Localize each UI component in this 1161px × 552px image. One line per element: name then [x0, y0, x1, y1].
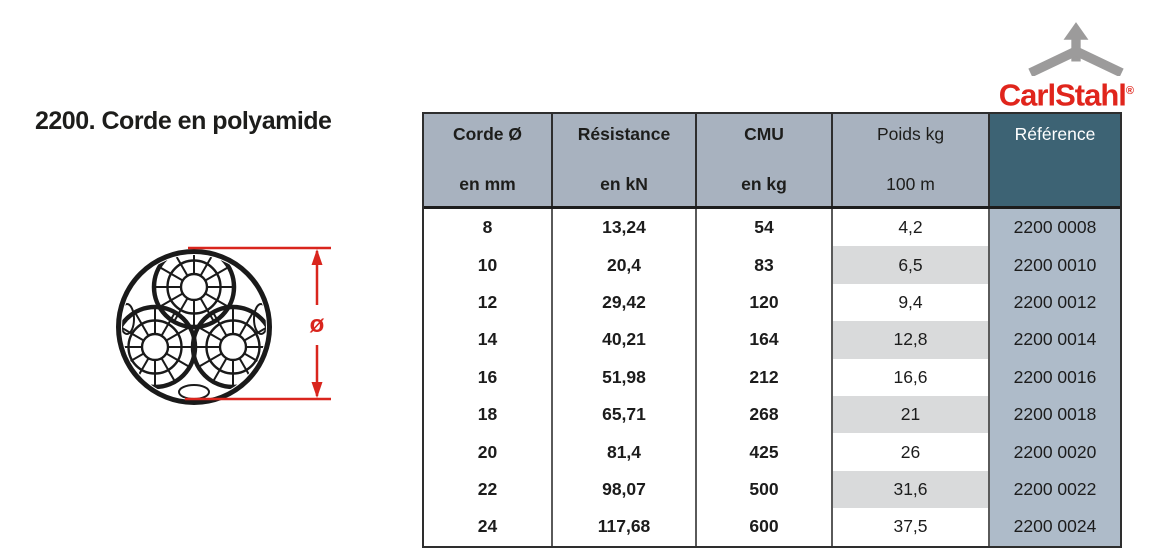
table-row: 24 117,68 600 37,5 2200 0024	[424, 508, 1120, 546]
rope-strand	[151, 255, 237, 330]
cell-resistance: 65,71	[553, 395, 697, 434]
cell-reference: 2200 0016	[990, 358, 1120, 396]
cell-poids: 9,4	[833, 283, 990, 322]
header-line: CMU	[744, 124, 784, 144]
cell-reference: 2200 0022	[990, 470, 1120, 509]
cell-resistance: 117,68	[553, 508, 697, 546]
cell-reference: 2200 0010	[990, 246, 1120, 284]
table-row: 10 20,4 83 6,5 2200 0010	[424, 246, 1120, 284]
header-cell-resistance: Résistance en kN	[553, 114, 697, 206]
cell-corde: 14	[424, 321, 553, 359]
table-row: 18 65,71 268 21 2200 0018	[424, 395, 1120, 434]
cell-resistance: 40,21	[553, 321, 697, 359]
cell-corde: 16	[424, 358, 553, 396]
header-line: en kN	[600, 174, 648, 194]
cell-resistance: 98,07	[553, 470, 697, 509]
header-cell-reference: Référence	[990, 114, 1120, 206]
cell-corde: 24	[424, 508, 553, 546]
cell-corde: 8	[424, 209, 553, 247]
cell-reference: 2200 0012	[990, 283, 1120, 322]
cell-cmu: 500	[697, 470, 833, 509]
arrowhead-down	[311, 382, 323, 398]
cell-poids: 37,5	[833, 508, 990, 546]
cell-cmu: 83	[697, 246, 833, 284]
cell-corde: 10	[424, 246, 553, 284]
diameter-symbol: ø	[310, 311, 325, 338]
cell-poids: 31,6	[833, 470, 990, 509]
cell-corde: 20	[424, 433, 553, 471]
header-line: Résistance	[577, 124, 671, 144]
header-line: en mm	[459, 174, 516, 194]
table-row: 22 98,07 500 31,6 2200 0022	[424, 470, 1120, 509]
header-cell-poids: Poids kg 100 m	[833, 114, 990, 206]
cell-reference: 2200 0020	[990, 433, 1120, 471]
rope-strand	[190, 304, 266, 390]
table-row: 8 13,24 54 4,2 2200 0008	[424, 209, 1120, 247]
cell-corde: 18	[424, 395, 553, 434]
cell-resistance: 51,98	[553, 358, 697, 396]
table-row: 14 40,21 164 12,8 2200 0014	[424, 321, 1120, 359]
cell-corde: 22	[424, 470, 553, 509]
cell-cmu: 120	[697, 283, 833, 322]
table-header-row: Corde Ø en mm Résistance en kN CMU en kg…	[424, 114, 1120, 209]
cell-poids: 21	[833, 395, 990, 434]
cell-poids: 16,6	[833, 358, 990, 396]
header-line: 100 m	[886, 174, 935, 194]
table-row: 12 29,42 120 9,4 2200 0012	[424, 283, 1120, 322]
page-title: 2200. Corde en polyamide	[35, 107, 332, 135]
arrowhead-up	[311, 249, 323, 265]
lifting-arrow-icon	[1028, 22, 1124, 76]
header-cell-corde: Corde Ø en mm	[424, 114, 553, 206]
brand-word-stahl: Stahl	[1055, 77, 1127, 113]
spec-table: Corde Ø en mm Résistance en kN CMU en kg…	[422, 112, 1122, 548]
header-line: Poids kg	[876, 124, 945, 144]
cell-cmu: 268	[697, 395, 833, 434]
rope-cross-section-figure: ø	[116, 246, 331, 405]
cell-cmu: 164	[697, 321, 833, 359]
cell-poids: 12,8	[833, 321, 990, 359]
brand-logo: CarlStahl®	[982, 20, 1134, 110]
header-line: Référence	[1014, 124, 1096, 144]
header-cell-cmu: CMU en kg	[697, 114, 833, 206]
cell-cmu: 425	[697, 433, 833, 471]
cell-cmu: 212	[697, 358, 833, 396]
cell-resistance: 81,4	[553, 433, 697, 471]
header-line: en kg	[741, 174, 787, 194]
header-line: Corde Ø	[452, 124, 523, 144]
cell-cmu: 600	[697, 508, 833, 546]
cell-corde: 12	[424, 283, 553, 322]
rope-filler	[122, 303, 266, 399]
cell-resistance: 13,24	[553, 209, 697, 247]
registered-mark: ®	[1125, 85, 1134, 97]
cell-resistance: 20,4	[553, 246, 697, 284]
cell-reference: 2200 0014	[990, 321, 1120, 359]
cell-poids: 6,5	[833, 246, 990, 284]
brand-word-carl: Carl	[998, 77, 1056, 113]
cell-cmu: 54	[697, 209, 833, 247]
cell-reference: 2200 0024	[990, 508, 1120, 546]
cell-reference: 2200 0008	[990, 209, 1120, 247]
cell-poids: 26	[833, 433, 990, 471]
cell-poids: 4,2	[833, 209, 990, 247]
brand-name: CarlStahl®	[982, 76, 1134, 110]
table-row: 16 51,98 212 16,6 2200 0016	[424, 358, 1120, 396]
cell-resistance: 29,42	[553, 283, 697, 322]
table-row: 20 81,4 425 26 2200 0020	[424, 433, 1120, 471]
cell-reference: 2200 0018	[990, 395, 1120, 434]
